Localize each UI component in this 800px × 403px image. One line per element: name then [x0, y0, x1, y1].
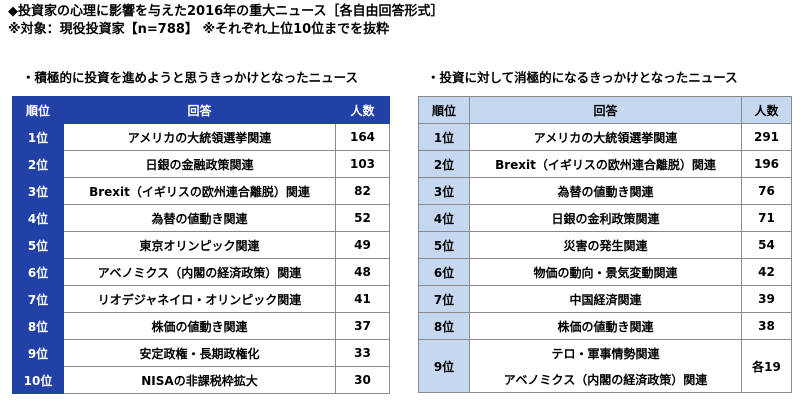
count-cell: 41 — [335, 285, 390, 313]
count-cell: 103 — [335, 150, 390, 178]
count-cell: 37 — [335, 312, 390, 340]
answer-cell: アメリカの大統領選挙関連 — [63, 123, 336, 151]
rank-cell: 9位 — [12, 339, 64, 367]
right-section-title: ・投資に対して消極的になるきっかけとなったニュース — [427, 70, 738, 85]
answer-cell: 日銀の金利政策関連 — [469, 204, 742, 232]
rank-cell: 2位 — [418, 150, 470, 178]
count-cell: 各19 — [741, 339, 792, 393]
answer-cell: NISAの非課税枠拡大 — [63, 366, 336, 394]
count-cell: 38 — [741, 312, 792, 340]
answer-cell: アベノミクス（内閣の経済政策）関連 — [469, 366, 742, 393]
count-header: 人数 — [335, 96, 390, 124]
rank-cell: 6位 — [12, 258, 64, 286]
table-row: アベノミクス（内閣の経済政策）関連 — [419, 366, 792, 393]
answer-cell: 日銀の金融政策関連 — [63, 150, 336, 178]
positive-news-table: 順位 回答 人数 1位 アメリカの大統領選挙関連 164 2位 日銀の金融政策関連 103… — [12, 96, 390, 394]
rank-cell: 6位 — [418, 258, 470, 286]
answer-cell: アベノミクス（内閣の経済政策）関連 — [63, 258, 336, 286]
rank-cell: 1位 — [418, 123, 470, 151]
rank-cell: 7位 — [12, 285, 64, 313]
answer-cell: リオデジャネイロ・オリンピック関連 — [63, 285, 336, 313]
count-cell: 52 — [335, 204, 390, 232]
table-row: 4位 為替の値動き関連 52 — [12, 204, 390, 232]
table-row: 9位 安定政権・長期政権化 33 — [12, 339, 390, 367]
count-cell: 71 — [741, 204, 792, 232]
rank-cell: 5位 — [12, 231, 64, 259]
count-cell: 33 — [335, 339, 390, 367]
table-row: 7位 中国経済関連 39 — [418, 285, 792, 313]
answer-cell: 物価の動向・景気変動関連 — [469, 258, 742, 286]
negative-news-table: 順位 回答 人数 1位 アメリカの大統領選挙関連 291 2位 Brexit（イギリスの… — [418, 96, 792, 393]
table-row: 1位 アメリカの大統領選挙関連 291 — [418, 123, 792, 151]
count-cell: 42 — [741, 258, 792, 286]
answer-cell: 株価の値動き関連 — [469, 312, 742, 340]
count-cell: 291 — [741, 123, 792, 151]
answer-cell: 災害の発生関連 — [469, 231, 742, 259]
count-cell: 48 — [335, 258, 390, 286]
count-cell: 30 — [335, 366, 390, 394]
answer-header: 回答 — [469, 96, 742, 124]
rank-header: 順位 — [418, 96, 470, 124]
rank-cell: 3位 — [12, 177, 64, 205]
count-cell: 164 — [335, 123, 390, 151]
count-cell: 54 — [741, 231, 792, 259]
table-row: 3位 Brexit（イギリスの欧州連合離脱）関連 82 — [12, 177, 390, 205]
page-title: ◆投資家の心理に影響を与えた2016年の重大ニュース［各自由回答形式］ — [8, 4, 444, 19]
answer-cell: 中国経済関連 — [469, 285, 742, 313]
answer-cell: 為替の値動き関連 — [63, 204, 336, 232]
answer-cell: アメリカの大統領選挙関連 — [469, 123, 742, 151]
table-row: 3位 為替の値動き関連 76 — [418, 177, 792, 205]
rank-cell: 1位 — [12, 123, 64, 151]
rank-cell: 5位 — [418, 231, 470, 259]
count-cell: 49 — [335, 231, 390, 259]
table-row: 2位 日銀の金融政策関連 103 — [12, 150, 390, 178]
answer-cell: 株価の値動き関連 — [63, 312, 336, 340]
table-header-row: 順位 回答 人数 — [418, 96, 792, 124]
left-section-title: ・積極的に投資を進めようと思うきっかけとなったニュース — [22, 70, 359, 85]
rank-cell: 10位 — [12, 366, 64, 394]
table-row: 2位 Brexit（イギリスの欧州連合離脱）関連 196 — [418, 150, 792, 178]
table-row: 6位 アベノミクス（内閣の経済政策）関連 48 — [12, 258, 390, 286]
count-cell: 39 — [741, 285, 792, 313]
rank-cell: 4位 — [12, 204, 64, 232]
rank-cell: 8位 — [418, 312, 470, 340]
answer-cell: 為替の値動き関連 — [469, 177, 742, 205]
table-row: 6位 物価の動向・景気変動関連 42 — [418, 258, 792, 286]
table-row: 8位 株価の値動き関連 37 — [12, 312, 390, 340]
rank-header: 順位 — [12, 96, 64, 124]
table-row: 4位 日銀の金利政策関連 71 — [418, 204, 792, 232]
rank-cell: 9位 — [418, 339, 470, 393]
answer-cell: Brexit（イギリスの欧州連合離脱）関連 — [63, 177, 336, 205]
rank-cell: 2位 — [12, 150, 64, 178]
table-row: 7位 リオデジャネイロ・オリンピック関連 41 — [12, 285, 390, 313]
table-header-row: 順位 回答 人数 — [12, 96, 390, 124]
answer-cell: 東京オリンピック関連 — [63, 231, 336, 259]
table-row: 9位 テロ・軍事情勢関連 各19 — [418, 339, 792, 393]
rank-cell: 3位 — [418, 177, 470, 205]
table-row: 10位 NISAの非課税枠拡大 30 — [12, 366, 390, 394]
rank-cell: 8位 — [12, 312, 64, 340]
table-row: 5位 災害の発生関連 54 — [418, 231, 792, 259]
answer-cell: 安定政権・長期政権化 — [63, 339, 336, 367]
rank-cell: 4位 — [418, 204, 470, 232]
answer-cell: テロ・軍事情勢関連 — [469, 339, 742, 366]
count-cell: 196 — [741, 150, 792, 178]
table-row: 5位 東京オリンピック関連 49 — [12, 231, 390, 259]
rank-cell: 7位 — [418, 285, 470, 313]
page-subtitle: ※対象：現役投資家【n=788】 ※それぞれ上位10位までを抜粋 — [8, 22, 390, 37]
answer-header: 回答 — [63, 96, 336, 124]
count-header: 人数 — [741, 96, 792, 124]
count-cell: 76 — [741, 177, 792, 205]
count-cell: 82 — [335, 177, 390, 205]
table-row: 8位 株価の値動き関連 38 — [418, 312, 792, 340]
table-row: 1位 アメリカの大統領選挙関連 164 — [12, 123, 390, 151]
answer-cell: Brexit（イギリスの欧州連合離脱）関連 — [469, 150, 742, 178]
